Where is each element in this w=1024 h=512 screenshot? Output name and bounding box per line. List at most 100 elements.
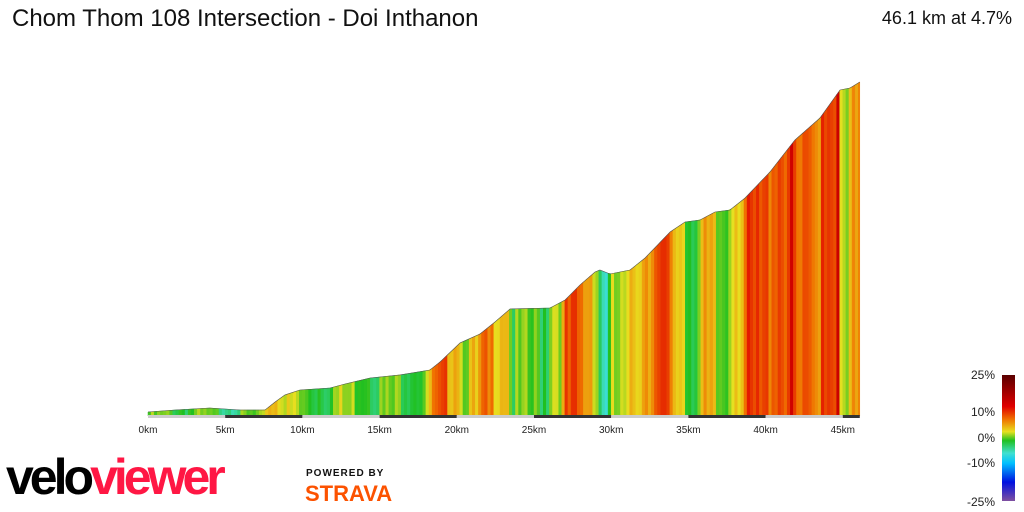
profile-slice <box>465 338 470 417</box>
profile-slice <box>836 89 840 417</box>
profile-slice <box>360 379 365 417</box>
profile-slice <box>348 382 353 417</box>
profile-slice <box>490 322 495 417</box>
profile-slice <box>549 306 553 417</box>
profile-slice <box>413 371 417 417</box>
profile-slice <box>644 254 649 417</box>
profile-slice <box>777 157 782 417</box>
profile-slice <box>589 273 593 417</box>
profile-slice <box>462 339 467 417</box>
profile-slice <box>434 362 439 417</box>
profile-slice <box>289 391 294 417</box>
profile-slice <box>641 257 646 417</box>
profile-slice <box>444 354 448 417</box>
profile-slice <box>595 270 600 417</box>
profile-slice <box>530 308 535 417</box>
profile-slice <box>317 388 322 417</box>
x-tick-label: 20km <box>445 425 469 436</box>
distance-scale-segment <box>225 415 303 418</box>
profile-slice <box>339 384 343 417</box>
profile-slice <box>833 93 837 417</box>
profile-slice <box>379 376 383 417</box>
profile-slice <box>206 407 211 417</box>
profile-slice <box>623 270 627 417</box>
profile-slice <box>536 307 541 417</box>
distance-scale-segment <box>688 415 766 418</box>
distance-scale-segment <box>611 415 689 418</box>
profile-slice <box>438 360 442 417</box>
profile-slice <box>626 269 630 417</box>
profile-slice <box>802 129 806 417</box>
profile-slice <box>607 272 612 417</box>
profile-slice <box>555 302 559 417</box>
x-tick-label: 25km <box>522 425 546 436</box>
profile-slice <box>601 270 606 417</box>
legend-label: 25% <box>970 368 995 382</box>
profile-slice <box>518 308 522 417</box>
profile-slice <box>604 271 609 417</box>
profile-slice <box>842 88 847 417</box>
profile-slice <box>857 81 861 417</box>
profile-slice <box>617 271 621 417</box>
profile-slice <box>397 374 402 417</box>
profile-slice <box>790 141 794 417</box>
profile-slice <box>688 220 692 417</box>
profile-slice <box>527 308 532 417</box>
distance-scale-segment <box>379 415 457 418</box>
profile-slice <box>295 389 300 417</box>
profile-slice <box>194 408 198 417</box>
profile-slice <box>197 408 201 417</box>
profile-slice <box>382 376 387 417</box>
profile-slice <box>743 195 748 417</box>
profile-slice <box>759 179 763 417</box>
x-tick-label: 0km <box>139 425 158 436</box>
profile-slice <box>651 247 655 417</box>
profile-slice <box>524 308 529 417</box>
profile-slice <box>567 293 572 417</box>
profile-slice <box>493 319 498 417</box>
profile-slice <box>515 308 519 417</box>
profile-slice <box>749 188 754 417</box>
profile-slice <box>345 382 349 417</box>
x-tick-label: 35km <box>676 425 700 436</box>
profile-slice <box>638 259 643 417</box>
profile-slice <box>657 241 661 417</box>
profile-slice <box>209 407 214 417</box>
profile-slice <box>212 407 217 417</box>
profile-slice <box>299 389 303 417</box>
profile-slice <box>681 221 686 417</box>
profile-slice <box>703 215 708 417</box>
profile-slice <box>453 345 458 417</box>
profile-slice <box>505 309 510 417</box>
profile-slice <box>610 272 615 417</box>
profile-slice <box>218 408 223 417</box>
profile-slice <box>678 223 683 417</box>
profile-slice <box>780 153 785 417</box>
profile-slice <box>471 335 476 417</box>
profile-slice <box>274 399 278 417</box>
profile-slice <box>509 308 513 417</box>
profile-slice <box>851 84 856 417</box>
profile-slice <box>697 219 702 417</box>
profile-slice <box>224 408 229 417</box>
profile-slice <box>614 272 618 417</box>
profile-slice <box>203 407 207 417</box>
profile-slice <box>669 229 674 417</box>
profile-slice <box>719 210 723 417</box>
profile-slice <box>827 102 831 417</box>
profile-slice <box>329 386 334 417</box>
profile-slice <box>629 267 634 417</box>
profile-slice <box>648 250 652 417</box>
profile-slice <box>734 203 739 417</box>
profile-slice <box>302 389 306 417</box>
profile-slice <box>752 185 757 417</box>
distance-scale-segment <box>148 415 226 418</box>
distance-scale-segment <box>302 415 380 418</box>
profile-slice <box>771 164 776 417</box>
profile-slice <box>598 270 603 417</box>
profile-slice <box>660 237 664 417</box>
profile-slice <box>351 381 356 417</box>
profile-slice <box>558 301 563 417</box>
profile-slice <box>580 281 584 417</box>
